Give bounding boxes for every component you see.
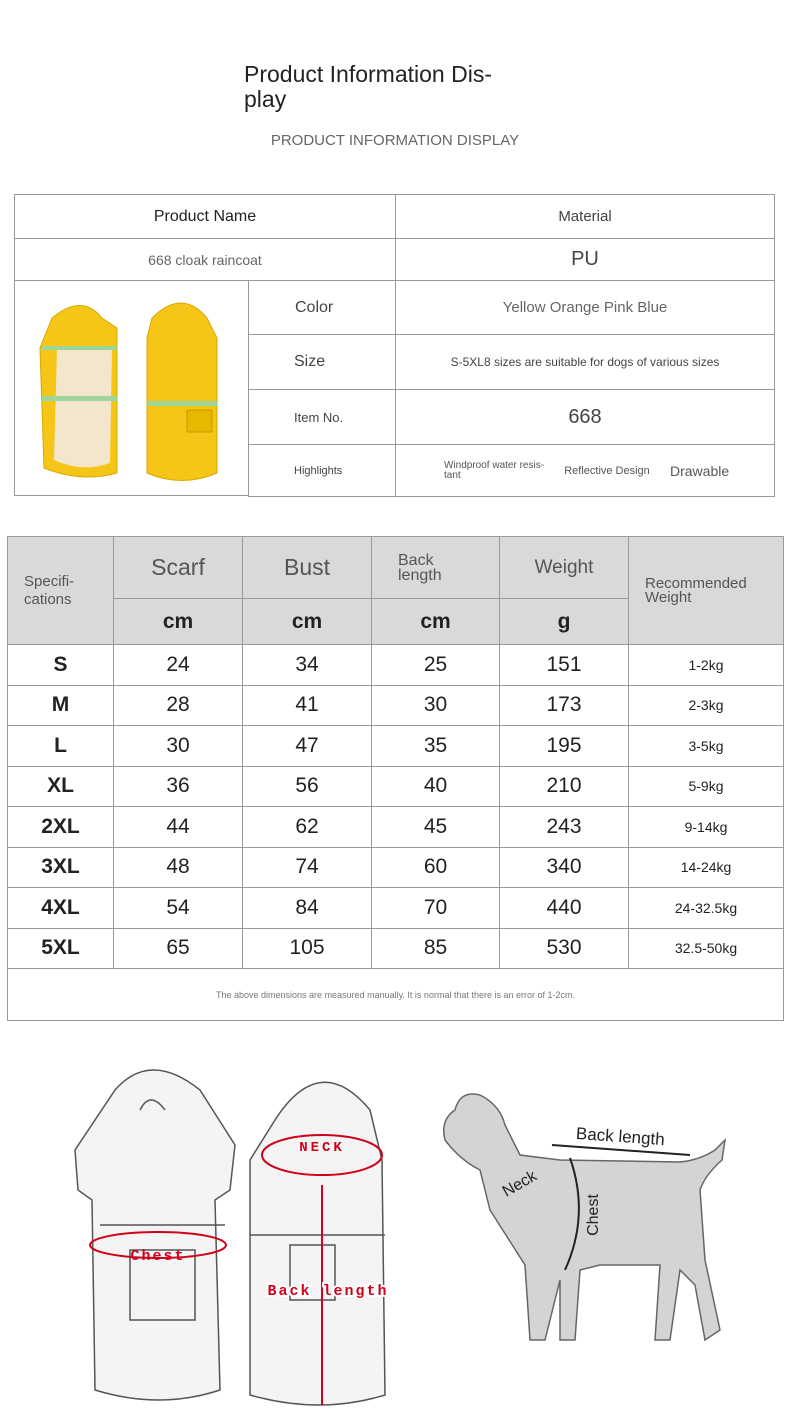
size-label: L — [7, 725, 114, 767]
header-back: Back length — [371, 536, 500, 599]
size-cell: 105 — [242, 927, 372, 969]
size-cell: 195 — [499, 725, 629, 767]
unit-weight: g — [499, 598, 629, 645]
size-cell: 24 — [113, 644, 243, 686]
header-weight: Weight — [499, 536, 629, 599]
recommended-weight-cell: 5-9kg — [628, 765, 784, 807]
color-value: Yellow Orange Pink Blue — [395, 280, 775, 335]
size-cell: 45 — [371, 806, 500, 848]
raincoat-back-sketch — [249, 1081, 386, 1406]
size-cell: 62 — [242, 806, 372, 848]
header-scarf: Scarf — [113, 536, 243, 599]
size-cell: 41 — [242, 684, 372, 726]
dog-back-label: Back length — [575, 1124, 665, 1149]
size-cell: 34 — [242, 644, 372, 686]
size-cell: 85 — [371, 927, 500, 969]
header-bust: Bust — [242, 536, 372, 599]
header-recommended-weight: Recommended Weight — [628, 536, 784, 645]
size-cell: 30 — [113, 725, 243, 767]
material-label: Material — [395, 194, 775, 239]
recommended-weight-cell: 32.5-50kg — [628, 927, 784, 969]
size-label: S — [7, 644, 114, 686]
recommended-weight-cell: 1-2kg — [628, 644, 784, 686]
highlights-label: Highlights — [248, 444, 396, 497]
item-no-label: Item No. — [248, 389, 396, 445]
size-cell: 44 — [113, 806, 243, 848]
recommended-weight-cell: 9-14kg — [628, 806, 784, 848]
size-cell: 35 — [371, 725, 500, 767]
highlight-item: Drawable — [670, 462, 730, 479]
size-cell: 30 — [371, 684, 500, 726]
yellow-raincoat-image — [38, 302, 217, 481]
highlight-item: Reflective Design — [564, 464, 650, 477]
size-cell: 36 — [113, 765, 243, 807]
recommended-weight-cell: 24-32.5kg — [628, 887, 784, 929]
size-label: XL — [7, 765, 114, 807]
size-cell: 56 — [242, 765, 372, 807]
material-value: PU — [395, 238, 775, 281]
size-cell: 530 — [499, 927, 629, 969]
size-cell: 74 — [242, 846, 372, 888]
size-label: 4XL — [7, 887, 114, 929]
highlights-value: Windproof water resis- tant Reflective D… — [395, 444, 775, 497]
neck-label: NECK — [299, 1140, 345, 1156]
measurement-note: The above dimensions are measured manual… — [7, 968, 784, 1021]
size-label: 5XL — [7, 927, 114, 969]
size-cell: 60 — [371, 846, 500, 888]
size-cell: 47 — [242, 725, 372, 767]
size-cell: 25 — [371, 644, 500, 686]
size-value: S-5XL8 sizes are suitable for dogs of va… — [395, 334, 775, 390]
size-cell: 340 — [499, 846, 629, 888]
size-cell: 54 — [113, 887, 243, 929]
size-label: 2XL — [7, 806, 114, 848]
unit-bust: cm — [242, 598, 372, 645]
page-subtitle: PRODUCT INFORMATION DISPLAY — [270, 132, 520, 149]
measurement-diagram: Chest NECK Back length Back length Neck … — [74, 1069, 727, 1406]
size-label: M — [7, 684, 114, 726]
size-cell: 151 — [499, 644, 629, 686]
dog-chest-measure — [564, 1157, 580, 1271]
size-label: 3XL — [7, 846, 114, 888]
size-cell: 84 — [242, 887, 372, 929]
size-cell: 243 — [499, 806, 629, 848]
page-title: Product Information Dis- play — [244, 61, 492, 112]
recommended-weight-cell: 2-3kg — [628, 684, 784, 726]
back-length-label: Back length — [267, 1283, 388, 1300]
size-cell: 28 — [113, 684, 243, 726]
dog-chest-label: Chest — [585, 1194, 602, 1236]
header-specifications: Specifi- cations — [7, 536, 114, 645]
recommended-weight-cell: 14-24kg — [628, 846, 784, 888]
chest-measure-ring — [89, 1231, 227, 1259]
product-name-value: 668 cloak raincoat — [14, 238, 396, 281]
color-label: Color — [248, 280, 396, 335]
chest-label: Chest — [130, 1248, 185, 1265]
size-cell: 173 — [499, 684, 629, 726]
dog-silhouette — [443, 1093, 727, 1342]
neck-measure-ring — [261, 1134, 383, 1176]
unit-back: cm — [371, 598, 500, 645]
size-cell: 65 — [113, 927, 243, 969]
highlight-item: Windproof water resis- tant — [444, 459, 545, 481]
unit-scarf: cm — [113, 598, 243, 645]
product-image — [14, 280, 249, 496]
size-cell: 40 — [371, 765, 500, 807]
recommended-weight-cell: 3-5kg — [628, 725, 784, 767]
size-label: Size — [248, 334, 396, 390]
size-cell: 48 — [113, 846, 243, 888]
size-cell: 440 — [499, 887, 629, 929]
product-name-label: Product Name — [14, 194, 396, 239]
size-cell: 70 — [371, 887, 500, 929]
raincoat-front-sketch — [74, 1069, 236, 1401]
item-no-value: 668 — [395, 389, 775, 445]
size-cell: 210 — [499, 765, 629, 807]
dog-back-measure — [551, 1144, 691, 1156]
